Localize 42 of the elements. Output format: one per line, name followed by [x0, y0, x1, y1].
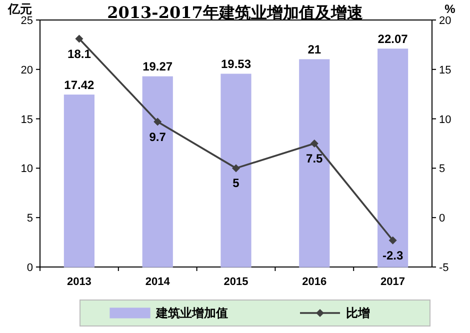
point	[388, 236, 397, 244]
data-label: 19.53	[220, 57, 252, 72]
data-label: 18.1	[68, 46, 92, 61]
y2-tick-label: 0	[439, 212, 446, 225]
y-tick-label: 20	[20, 64, 33, 76]
bar	[378, 48, 408, 268]
y-axis-title: 亿元	[7, 2, 32, 16]
y-tick-label: 15	[20, 114, 33, 126]
point	[232, 164, 240, 172]
point	[75, 34, 84, 43]
legend-label: 建筑业增加值	[155, 306, 228, 320]
y-tick-label: 0	[26, 262, 33, 274]
legend-label: 比增	[346, 306, 370, 320]
chart-title: 2013-2017年建筑业增加值及增速	[107, 3, 364, 22]
data-label: 5	[232, 176, 240, 190]
y-tick-label: 25	[20, 15, 33, 27]
bar	[142, 76, 173, 268]
y2-tick-label: 10	[439, 114, 452, 126]
data-label: 9.7	[149, 130, 166, 144]
point	[154, 118, 162, 126]
x-tick-label: 2013	[66, 276, 92, 288]
data-label: 19.27	[142, 60, 173, 74]
x-tick-label: 2017	[380, 276, 406, 288]
bar	[220, 74, 252, 268]
data-label: -2.3	[382, 248, 404, 262]
point	[310, 140, 318, 148]
bar	[299, 59, 330, 268]
y-tick-label: 5	[26, 212, 33, 225]
x-tick-label: 2015	[224, 276, 248, 288]
data-label: 17.42	[64, 78, 95, 92]
y-tick-label: 10	[20, 163, 33, 176]
bar	[64, 94, 94, 268]
data-label: 7.5	[306, 152, 324, 166]
x-tick-label: 2016	[302, 276, 327, 288]
y2-tick-label: 20	[439, 15, 452, 27]
y2-tick-label: -5	[439, 262, 449, 274]
y2-tick-label: 5	[439, 163, 446, 176]
x-tick-label: 2014	[145, 276, 171, 288]
data-label: 22.07	[378, 32, 408, 46]
y2-tick-label: 15	[439, 64, 452, 76]
y2-axis-title: %	[444, 2, 456, 16]
data-label: 21	[308, 42, 322, 57]
